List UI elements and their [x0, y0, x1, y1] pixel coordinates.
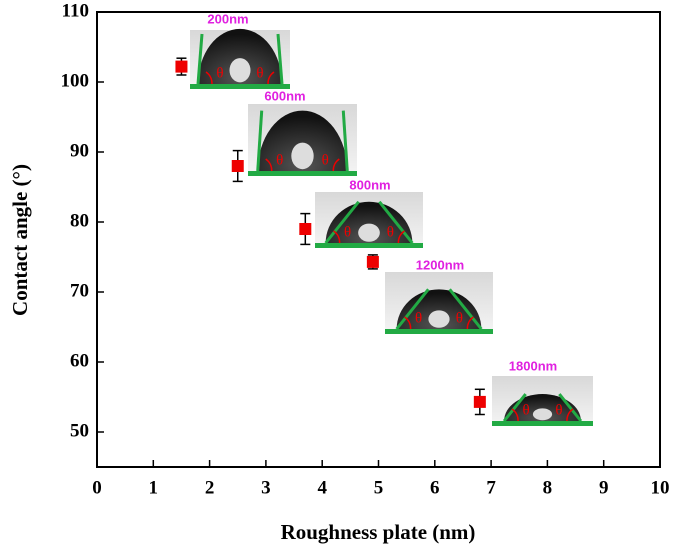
angle-symbol: θ: [415, 310, 422, 326]
x-tick-label: 0: [92, 477, 102, 498]
y-tick-label: 80: [70, 210, 89, 231]
x-tick-label: 3: [261, 477, 271, 498]
droplet-highlight: [230, 58, 251, 82]
y-tick-label: 90: [70, 140, 89, 161]
point: [367, 256, 379, 268]
x-tick-label: 4: [317, 477, 327, 498]
y-tick-label: 60: [70, 350, 89, 371]
point: [175, 61, 187, 73]
x-tick-label: 6: [430, 477, 440, 498]
droplet-highlight: [428, 310, 449, 327]
x-tick-label: 9: [599, 477, 609, 498]
chart: Roughness plate (nm) Contact angle (°) θ…: [0, 0, 676, 553]
inset-label: 800nm: [349, 177, 390, 192]
point: [232, 160, 244, 172]
substrate: [315, 243, 423, 248]
inset-label: 1200nm: [416, 257, 464, 272]
angle-symbol: θ: [322, 152, 329, 168]
y-axis-title: Contact angle (°): [8, 164, 32, 316]
substrate: [492, 421, 593, 426]
inset-label: 1800nm: [509, 358, 557, 373]
angle-symbol: θ: [387, 224, 394, 240]
y-tick-label: 100: [61, 70, 90, 91]
x-tick-label: 10: [651, 477, 670, 498]
angle-symbol: θ: [216, 65, 223, 81]
point: [474, 396, 486, 408]
y-tick-label: 50: [70, 420, 89, 441]
x-tick-label: 8: [543, 477, 553, 498]
x-tick-label: 1: [149, 477, 159, 498]
inset-label: 600nm: [264, 88, 305, 103]
x-tick-label: 2: [205, 477, 215, 498]
droplet-highlight: [291, 143, 313, 170]
y-tick-label: 110: [62, 0, 89, 21]
substrate: [385, 329, 493, 334]
angle-symbol: θ: [256, 65, 263, 81]
inset-label: 200nm: [207, 11, 248, 26]
angle-symbol: θ: [456, 310, 463, 326]
angle-symbol: θ: [555, 402, 562, 418]
substrate: [248, 171, 357, 176]
x-axis-title: Roughness plate (nm): [281, 520, 476, 544]
droplet-highlight: [533, 408, 552, 420]
x-tick-label: 7: [486, 477, 496, 498]
x-tick-label: 5: [374, 477, 384, 498]
droplet-highlight: [358, 224, 380, 242]
y-tick-label: 70: [70, 280, 89, 301]
point: [299, 223, 311, 235]
angle-symbol: θ: [344, 224, 351, 240]
angle-symbol: θ: [276, 152, 283, 168]
angle-symbol: θ: [522, 402, 529, 418]
